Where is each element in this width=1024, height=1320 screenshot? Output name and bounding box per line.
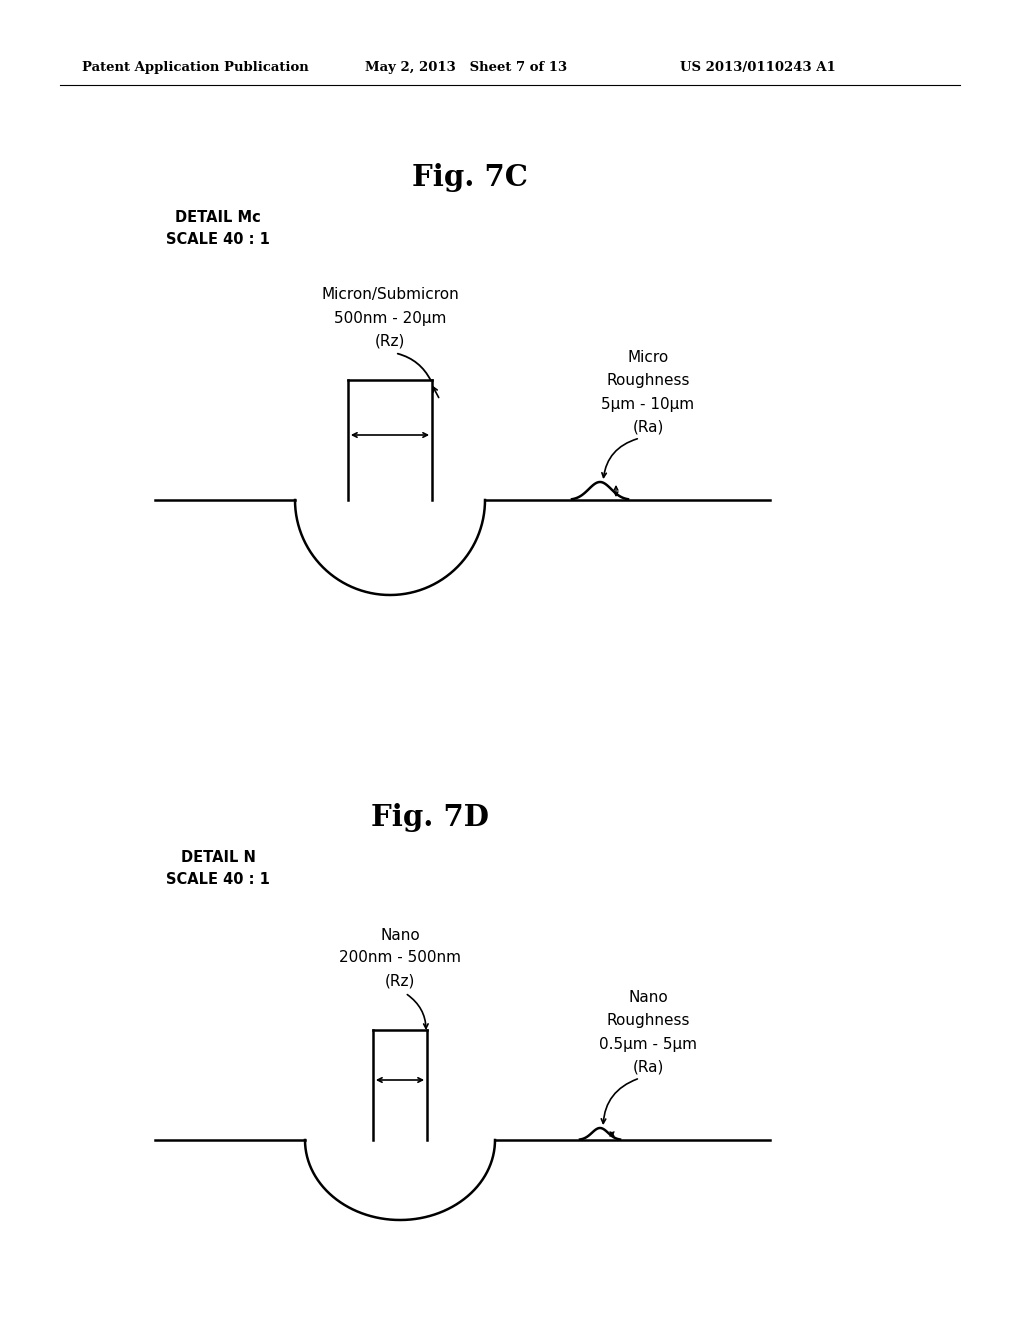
Text: (Rz): (Rz) <box>385 974 415 989</box>
Text: Micro: Micro <box>628 351 669 366</box>
Text: Patent Application Publication: Patent Application Publication <box>82 62 309 74</box>
Text: (Ra): (Ra) <box>632 420 664 434</box>
Text: DETAIL N: DETAIL N <box>180 850 255 865</box>
Text: Nano: Nano <box>380 928 420 942</box>
Text: (Ra): (Ra) <box>632 1060 664 1074</box>
Text: Fig. 7D: Fig. 7D <box>371 804 489 833</box>
Text: May 2, 2013   Sheet 7 of 13: May 2, 2013 Sheet 7 of 13 <box>365 62 567 74</box>
Text: 200nm - 500nm: 200nm - 500nm <box>339 950 461 965</box>
Text: (Rz): (Rz) <box>375 334 406 348</box>
Text: 500nm - 20μm: 500nm - 20μm <box>334 310 446 326</box>
Text: 5μm - 10μm: 5μm - 10μm <box>601 396 694 412</box>
Text: SCALE 40 : 1: SCALE 40 : 1 <box>166 873 270 887</box>
Text: DETAIL Mc: DETAIL Mc <box>175 210 261 224</box>
Text: Micron/Submicron: Micron/Submicron <box>322 288 459 302</box>
Text: Fig. 7C: Fig. 7C <box>412 164 528 193</box>
Text: 0.5μm - 5μm: 0.5μm - 5μm <box>599 1036 697 1052</box>
Text: Roughness: Roughness <box>606 374 690 388</box>
Text: SCALE 40 : 1: SCALE 40 : 1 <box>166 232 270 247</box>
Text: Nano: Nano <box>628 990 668 1006</box>
Text: Roughness: Roughness <box>606 1014 690 1028</box>
Text: US 2013/0110243 A1: US 2013/0110243 A1 <box>680 62 836 74</box>
